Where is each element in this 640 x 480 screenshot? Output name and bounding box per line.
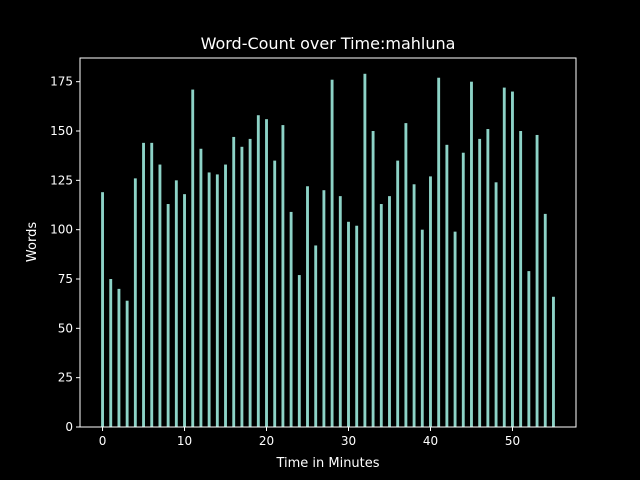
bar-minute-1 [109, 279, 113, 427]
bar-minute-40 [429, 176, 432, 427]
bar-minute-16 [232, 136, 236, 427]
x-tick-label: 20 [259, 434, 274, 448]
bar-minute-41 [437, 77, 441, 428]
bar-minute-26 [314, 245, 318, 427]
bar-minute-5 [142, 142, 145, 427]
bar-minute-50 [511, 91, 514, 427]
bar-minute-24 [297, 275, 301, 427]
bar-minute-4 [133, 178, 137, 427]
y-axis-ticks: 0 25 50 75 100 125 150 175 [50, 75, 80, 434]
bar-minute-14 [215, 174, 219, 427]
bar-minute-32 [363, 73, 367, 427]
bar-minute-11 [191, 89, 195, 427]
bars-group [101, 73, 555, 428]
bar-minute-30 [347, 221, 350, 427]
bar-minute-55 [552, 296, 555, 427]
y-tick-label: 150 [50, 124, 73, 138]
bar-minute-43 [453, 231, 457, 427]
bar-minute-17 [240, 146, 244, 427]
x-tick-label: 10 [177, 434, 192, 448]
bar-minute-10 [183, 194, 186, 427]
bar-minute-25 [306, 186, 309, 427]
bar-minute-28 [330, 79, 334, 428]
bar-minute-12 [199, 148, 203, 427]
bar-minute-7 [158, 164, 162, 427]
bar-minute-51 [519, 131, 523, 428]
bar-minute-2 [117, 288, 121, 427]
bar-minute-3 [125, 300, 129, 427]
y-tick-label: 0 [65, 420, 73, 434]
x-tick-label: 30 [341, 434, 356, 448]
bar-minute-22 [281, 125, 285, 427]
chart-title: Word-Count over Time:mahluna [201, 34, 456, 53]
bar-minute-49 [502, 87, 506, 427]
bar-minute-23 [289, 211, 293, 427]
bar-minute-29 [338, 196, 342, 427]
bar-minute-52 [527, 271, 531, 427]
y-axis-label: Words [25, 222, 40, 262]
bar-minute-13 [207, 172, 211, 427]
bar-minute-35 [388, 196, 391, 427]
bar-minute-39 [420, 229, 424, 427]
bar-minute-42 [445, 144, 449, 427]
bar-minute-36 [396, 160, 400, 427]
bar-minute-27 [322, 190, 326, 427]
bar-minute-9 [174, 180, 178, 427]
bar-minute-53 [535, 134, 539, 427]
x-axis-label: Time in Minutes [275, 456, 379, 471]
bar-minute-37 [404, 123, 408, 427]
bar-minute-0 [101, 192, 104, 427]
bar-minute-34 [379, 204, 383, 427]
bar-minute-45 [470, 81, 473, 428]
bar-minute-31 [355, 225, 359, 427]
bar-minute-6 [150, 142, 154, 427]
bar-minute-48 [494, 182, 498, 427]
y-tick-label: 75 [58, 272, 73, 286]
x-tick-label: 0 [99, 434, 107, 448]
bar-minute-46 [478, 138, 482, 427]
bar-minute-44 [461, 152, 465, 427]
bar-minute-20 [265, 119, 268, 428]
plot-frame [79, 57, 577, 428]
bar-minute-8 [166, 204, 170, 427]
y-tick-label: 175 [50, 75, 73, 89]
x-tick-label: 50 [505, 434, 520, 448]
bar-minute-38 [412, 184, 416, 427]
bar-minute-21 [273, 160, 277, 427]
bar-minute-33 [371, 131, 375, 428]
y-tick-label: 25 [58, 371, 73, 385]
bar-minute-54 [543, 213, 547, 427]
y-tick-label: 100 [50, 223, 73, 237]
x-axis-ticks: 0 10 20 30 40 50 [99, 427, 520, 448]
bar-minute-18 [248, 138, 252, 427]
bar-minute-47 [486, 129, 490, 428]
x-tick-label: 40 [423, 434, 438, 448]
bar-minute-19 [256, 115, 260, 427]
y-tick-label: 50 [58, 321, 73, 335]
bar-minute-15 [224, 164, 227, 427]
y-tick-label: 125 [50, 173, 73, 187]
